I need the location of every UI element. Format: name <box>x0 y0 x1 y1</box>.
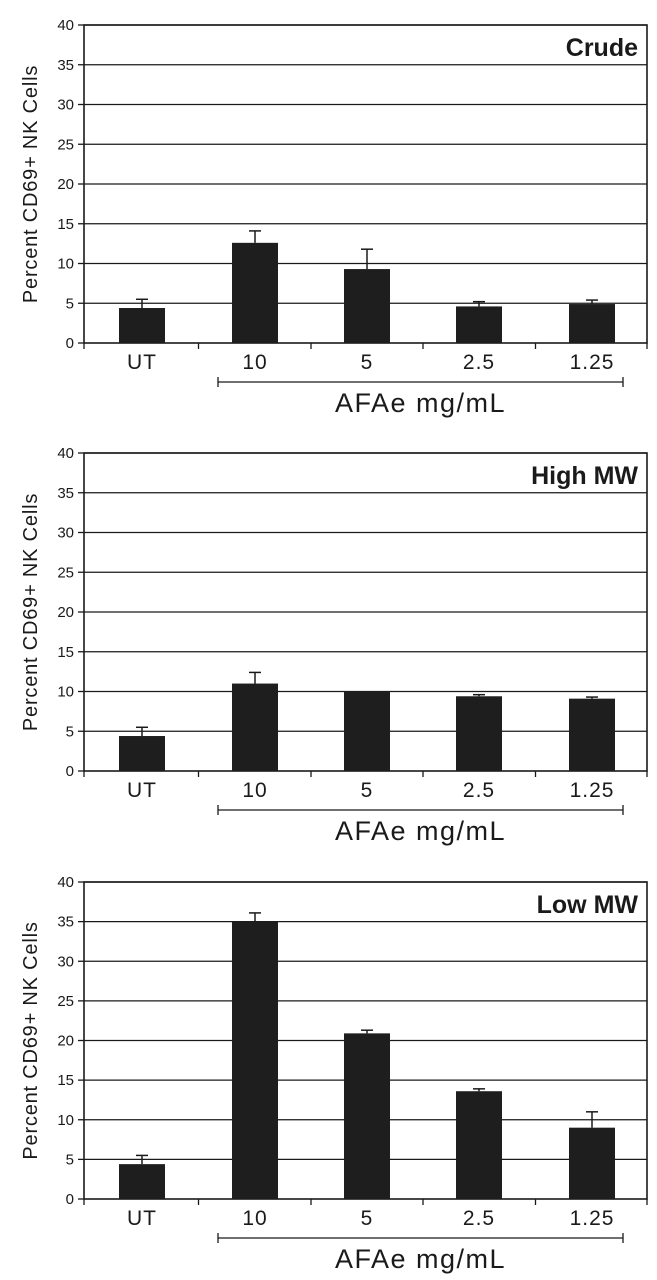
bar-1.25 <box>569 304 615 343</box>
chart-panel-2: 0 5 10 15 20 25 30 35 40 UT 10 5 2.5 1.25 High MW AFAe … <box>20 445 648 846</box>
panel-title: High MW <box>531 462 638 490</box>
y-tick-label: 15 <box>57 216 74 233</box>
bar-2.5 <box>456 696 502 771</box>
x-tick-label: 10 <box>242 779 267 802</box>
y-tick-label: 40 <box>57 445 74 462</box>
y-tick-label: 5 <box>66 295 74 312</box>
y-tick-label: 35 <box>57 57 74 74</box>
x-tick-label: 2.5 <box>463 1207 495 1230</box>
bar-10 <box>232 242 278 343</box>
x-tick-label: 5 <box>361 351 374 374</box>
bar-10 <box>232 921 278 1199</box>
y-tick-label: 15 <box>57 644 74 661</box>
bar-1.25 <box>569 698 615 771</box>
y-tick-label: 0 <box>66 335 74 352</box>
panel-title: Crude <box>566 34 638 62</box>
y-tick-label: 25 <box>57 564 74 581</box>
bar-5 <box>344 269 390 343</box>
x-tick-label: 1.25 <box>570 1207 615 1230</box>
y-tick-label: 30 <box>57 97 74 114</box>
y-tick-label: 25 <box>57 993 74 1010</box>
y-tick-label: 35 <box>57 914 74 931</box>
y-tick-label: 5 <box>66 723 74 740</box>
x-tick-label: 10 <box>242 1207 267 1230</box>
y-tick-label: 15 <box>57 1072 74 1089</box>
bar-2.5 <box>456 1091 502 1199</box>
x-tick-label: 5 <box>361 779 374 802</box>
x-axis-label: AFAe mg/mL <box>335 1244 506 1274</box>
x-tick-label: 2.5 <box>463 779 495 802</box>
x-tick-label: 2.5 <box>463 351 495 374</box>
chart-panel-3: 0 5 10 15 20 25 30 35 40 UT 10 5 2.5 1.25 Low MW AFAe m… <box>20 874 648 1274</box>
x-tick-label: 1.25 <box>570 779 615 802</box>
bar-UT <box>119 1164 165 1199</box>
y-tick-label: 30 <box>57 525 74 542</box>
x-tick-label: 1.25 <box>570 351 615 374</box>
panel-title: Low MW <box>537 891 639 919</box>
bar-2.5 <box>456 306 502 343</box>
chart-panel-1: 0 5 10 15 20 25 30 35 40 UT 10 5 2.5 1.25 Crude AFAe mg… <box>20 17 648 418</box>
y-tick-label: 20 <box>57 176 74 193</box>
x-axis-label: AFAe mg/mL <box>335 388 506 418</box>
y-tick-label: 40 <box>57 874 74 891</box>
y-tick-label: 40 <box>57 17 74 34</box>
x-tick-label: 10 <box>242 351 267 374</box>
x-axis-label: AFAe mg/mL <box>335 816 506 846</box>
bar-UT <box>119 736 165 771</box>
y-tick-label: 5 <box>66 1151 74 1168</box>
y-tick-label: 35 <box>57 485 74 502</box>
y-axis-label: Percent CD69+ NK Cells <box>20 493 42 731</box>
x-tick-label: 5 <box>361 1207 374 1230</box>
y-tick-label: 10 <box>57 1112 74 1129</box>
y-tick-label: 0 <box>66 763 74 780</box>
x-tick-label: UT <box>127 351 157 374</box>
y-axis-label: Percent CD69+ NK Cells <box>20 65 42 303</box>
bar-10 <box>232 683 278 771</box>
x-tick-label: UT <box>127 779 157 802</box>
y-tick-label: 10 <box>57 256 74 273</box>
y-tick-label: 30 <box>57 953 74 970</box>
y-axis-label: Percent CD69+ NK Cells <box>20 921 42 1159</box>
y-tick-label: 0 <box>66 1191 74 1208</box>
bar-5 <box>344 1033 390 1199</box>
x-tick-label: UT <box>127 1207 157 1230</box>
y-tick-label: 20 <box>57 1033 74 1050</box>
y-tick-label: 25 <box>57 136 74 153</box>
y-tick-label: 20 <box>57 604 74 621</box>
y-tick-label: 10 <box>57 684 74 701</box>
bar-UT <box>119 308 165 343</box>
bar-5 <box>344 691 390 771</box>
bar-1.25 <box>569 1127 615 1199</box>
